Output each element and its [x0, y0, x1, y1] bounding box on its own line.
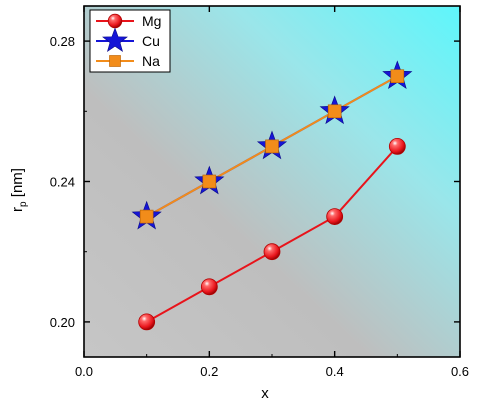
legend-label-mg: Mg	[142, 13, 161, 29]
legend-marker-mg	[107, 13, 123, 29]
x-tick-label: 0.4	[326, 364, 344, 379]
legend-marker-na	[109, 55, 121, 67]
y-axis-title-main: r	[9, 207, 26, 212]
y-axis-title: rp [nm]	[9, 168, 29, 212]
x-axis-title: x	[261, 385, 269, 402]
data-point-mg	[138, 313, 156, 331]
y-tick-label: 0.20	[50, 315, 75, 330]
data-point-na	[265, 139, 279, 154]
legend-marker-cu	[102, 27, 128, 53]
data-point-mg	[263, 243, 281, 261]
y-axis-title-unit: [nm]	[9, 168, 26, 201]
data-point-na	[202, 174, 217, 189]
data-point-na	[139, 209, 154, 224]
y-axis-title-sub: p	[18, 201, 29, 207]
x-tick-label: 0.0	[75, 364, 93, 379]
y-tick-label: 0.24	[50, 175, 75, 190]
data-point-na	[327, 104, 342, 119]
data-point-mg	[388, 137, 406, 155]
data-point-mg	[200, 278, 218, 296]
x-tick-label: 0.2	[200, 364, 218, 379]
legend-label-cu: Cu	[142, 33, 160, 49]
legend-label-na: Na	[142, 53, 160, 69]
x-tick-label: 0.6	[451, 364, 469, 379]
data-point-mg	[326, 208, 344, 226]
y-tick-label: 0.28	[50, 34, 75, 49]
legend: Mg Cu Na	[89, 9, 171, 73]
data-point-na	[390, 69, 405, 83]
